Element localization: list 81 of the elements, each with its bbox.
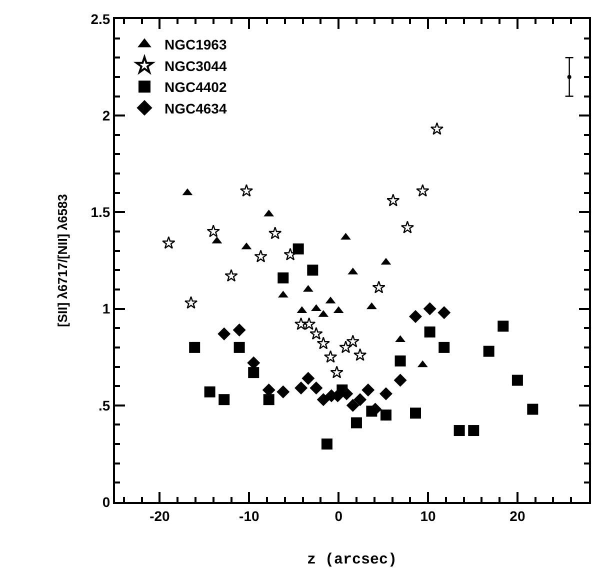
point bbox=[294, 317, 308, 330]
point bbox=[380, 410, 392, 421]
point bbox=[316, 393, 330, 406]
point bbox=[350, 417, 362, 428]
point bbox=[302, 372, 315, 385]
point bbox=[310, 327, 323, 340]
point bbox=[372, 280, 386, 294]
point bbox=[218, 394, 230, 406]
y-tick-label: .5 bbox=[98, 397, 110, 414]
point bbox=[254, 250, 268, 262]
legend-label: NGC4634 bbox=[164, 100, 227, 116]
point bbox=[468, 425, 480, 436]
point bbox=[430, 122, 444, 135]
point bbox=[268, 226, 282, 240]
point bbox=[438, 342, 450, 353]
point bbox=[294, 382, 308, 395]
point bbox=[248, 367, 260, 378]
point bbox=[498, 320, 509, 332]
point bbox=[162, 236, 176, 249]
point bbox=[410, 408, 421, 419]
point bbox=[302, 317, 316, 330]
point bbox=[292, 243, 304, 254]
point bbox=[310, 382, 323, 395]
point bbox=[379, 387, 392, 400]
point bbox=[232, 324, 246, 337]
point bbox=[340, 232, 351, 240]
point bbox=[247, 356, 260, 370]
x-tick-label: 0 bbox=[334, 508, 343, 524]
point bbox=[438, 306, 451, 320]
point bbox=[527, 404, 538, 415]
legend-label: NGC1963 bbox=[164, 36, 227, 53]
point bbox=[483, 346, 494, 357]
point bbox=[362, 383, 375, 396]
point bbox=[454, 425, 465, 436]
x-tick-label: 20 bbox=[510, 508, 526, 524]
y-tick-label: 1 bbox=[102, 300, 110, 317]
point bbox=[262, 383, 276, 396]
point bbox=[346, 398, 360, 412]
x-axis-title: z (arcsec) bbox=[306, 551, 398, 568]
point bbox=[189, 342, 200, 353]
point bbox=[353, 348, 367, 361]
y-tick-label: 2 bbox=[102, 108, 110, 124]
point bbox=[339, 340, 352, 354]
point bbox=[224, 269, 238, 282]
y-tick-label: 1.5 bbox=[90, 204, 110, 220]
point bbox=[316, 336, 330, 350]
point bbox=[184, 296, 198, 309]
point bbox=[567, 74, 572, 79]
point bbox=[311, 304, 322, 312]
point bbox=[204, 386, 216, 398]
point bbox=[512, 374, 523, 386]
point bbox=[423, 302, 436, 316]
point bbox=[276, 385, 290, 398]
point bbox=[424, 326, 436, 338]
legend-label: NGC4402 bbox=[164, 79, 227, 96]
x-tick-label: 10 bbox=[420, 508, 436, 524]
x-tick-label: -20 bbox=[150, 508, 170, 524]
point bbox=[330, 366, 344, 378]
point bbox=[400, 220, 414, 234]
y-tick-label: 0 bbox=[102, 494, 110, 510]
point bbox=[234, 342, 245, 353]
point bbox=[206, 224, 220, 238]
point bbox=[394, 374, 407, 387]
point bbox=[284, 248, 297, 260]
point bbox=[263, 394, 274, 406]
y-tick-label: 2.5 bbox=[90, 10, 110, 27]
point bbox=[307, 264, 318, 276]
x-tick-label: -10 bbox=[239, 508, 260, 524]
point bbox=[416, 184, 430, 197]
point bbox=[218, 327, 231, 340]
point bbox=[409, 310, 422, 324]
point bbox=[321, 438, 332, 450]
point bbox=[240, 184, 254, 197]
y-axis-title: [SII] λ6717/[NII] λ6583 bbox=[55, 194, 70, 327]
point bbox=[278, 272, 289, 284]
point bbox=[324, 350, 338, 363]
point bbox=[354, 393, 367, 406]
point bbox=[346, 334, 360, 348]
point bbox=[394, 355, 406, 366]
legend-label: NGC3044 bbox=[164, 58, 227, 74]
point bbox=[386, 194, 400, 206]
